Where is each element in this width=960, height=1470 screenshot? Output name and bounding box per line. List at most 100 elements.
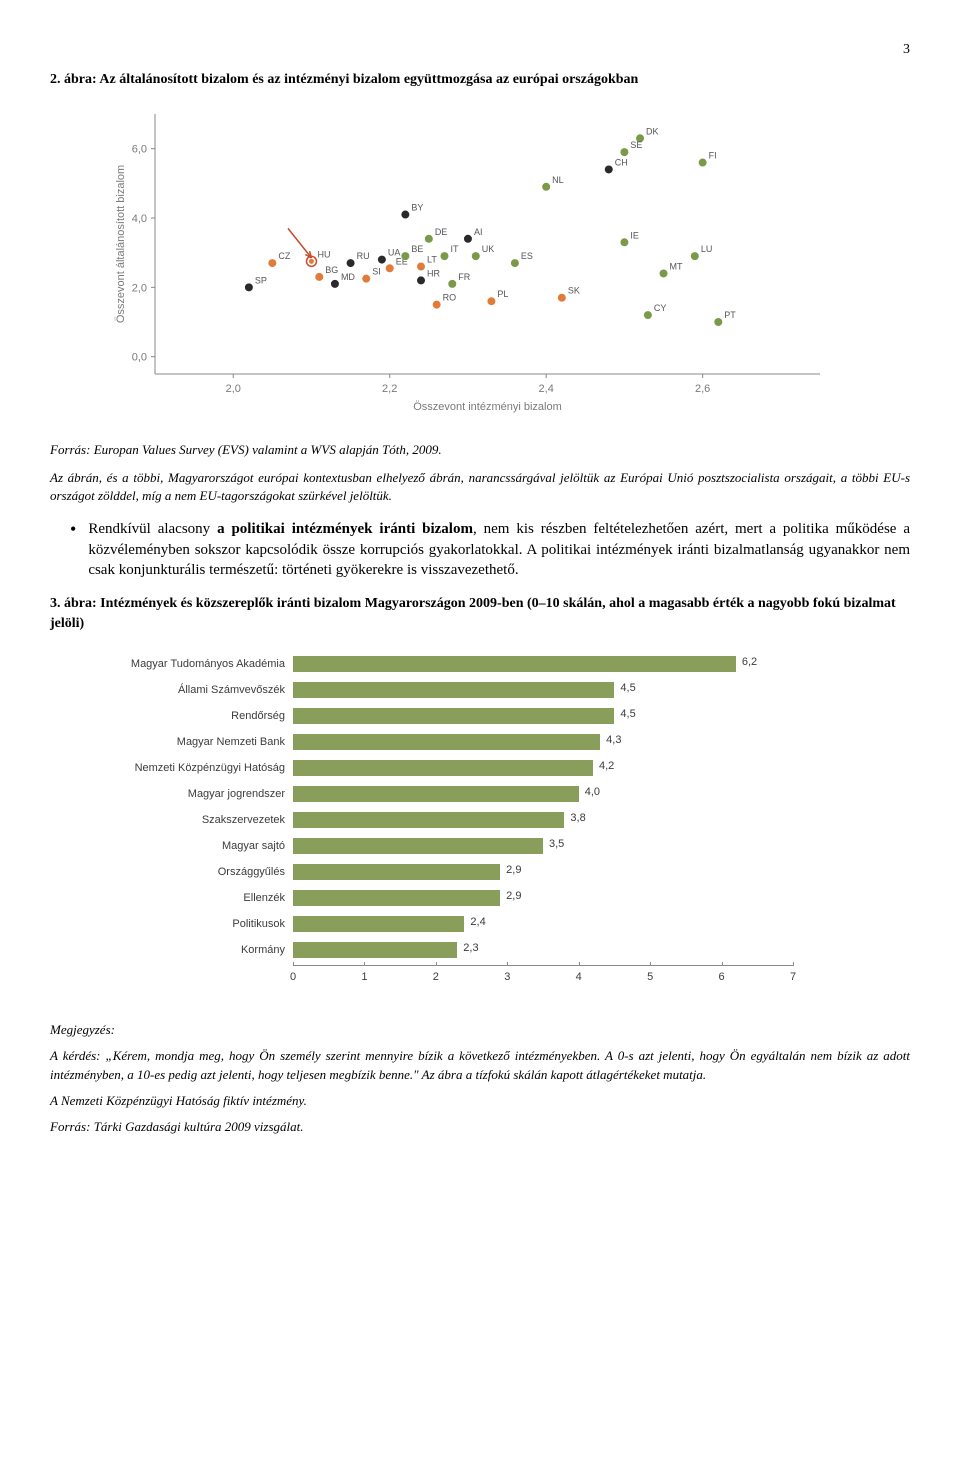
svg-text:IT: IT xyxy=(450,244,459,254)
svg-text:NL: NL xyxy=(552,175,564,185)
svg-text:RU: RU xyxy=(357,251,370,261)
svg-text:ES: ES xyxy=(521,251,533,261)
fig2-source: Forrás: Europan Values Survey (EVS) vala… xyxy=(50,441,910,459)
svg-text:CH: CH xyxy=(615,158,628,168)
svg-text:6,0: 6,0 xyxy=(132,144,147,156)
svg-text:SK: SK xyxy=(568,286,580,296)
bar-value: 6,2 xyxy=(742,655,757,670)
svg-text:LT: LT xyxy=(427,255,437,265)
bar-label: Magyar Nemzeti Bank xyxy=(90,735,293,750)
bar-row: Állami Számvevőszék4,5 xyxy=(90,679,810,701)
bar-label: Ellenzék xyxy=(90,891,293,906)
svg-text:BE: BE xyxy=(411,244,423,254)
bar-fill: 2,4 xyxy=(293,916,464,932)
svg-text:AI: AI xyxy=(474,227,483,237)
bullet-prefix: Rendkívül alacsony xyxy=(88,521,210,537)
bar-fill: 6,2 xyxy=(293,656,736,672)
bullet-rest: , nem kis részben feltételezhetően azért… xyxy=(88,521,910,578)
svg-text:MD: MD xyxy=(341,272,355,282)
svg-text:SI: SI xyxy=(372,267,381,277)
svg-text:2,0: 2,0 xyxy=(132,283,147,295)
svg-text:2,6: 2,6 xyxy=(695,383,710,395)
bar-value: 2,9 xyxy=(506,863,521,878)
bar-label: Országgyűlés xyxy=(90,865,293,880)
bar-value: 4,2 xyxy=(599,759,614,774)
svg-text:2,2: 2,2 xyxy=(382,383,397,395)
bar-row: Kormány2,3 xyxy=(90,939,810,961)
bar-label: Politikusok xyxy=(90,917,293,932)
bar-row: Politikusok2,4 xyxy=(90,913,810,935)
footnote-question: A kérdés: „Kérem, mondja meg, hogy Ön sz… xyxy=(50,1047,910,1083)
footnote-source: Forrás: Tárki Gazdasági kultúra 2009 viz… xyxy=(50,1118,910,1136)
svg-text:SE: SE xyxy=(630,140,642,150)
svg-text:IE: IE xyxy=(630,230,639,240)
bar-value: 4,5 xyxy=(620,681,635,696)
svg-text:0,0: 0,0 xyxy=(132,352,147,364)
fig3-caption: 3. ábra: Intézmények és közszereplők irá… xyxy=(50,594,910,633)
bar-row: Rendőrség4,5 xyxy=(90,705,810,727)
svg-text:DK: DK xyxy=(646,126,659,136)
bar-fill: 4,3 xyxy=(293,734,600,750)
bar-row: Magyar Tudományos Akadémia6,2 xyxy=(90,653,810,675)
bullet-paragraph: • Rendkívül alacsony a politikai intézmé… xyxy=(50,519,910,580)
svg-text:BG: BG xyxy=(325,265,338,275)
bar-row: Nemzeti Közpénzügyi Hatóság4,2 xyxy=(90,757,810,779)
bar-value: 4,3 xyxy=(606,733,621,748)
bar-row: Magyar jogrendszer4,0 xyxy=(90,783,810,805)
fig2-note: Az ábrán, és a többi, Magyarországot eur… xyxy=(50,469,910,505)
bar-label: Magyar Tudományos Akadémia xyxy=(90,657,293,672)
bar-label: Rendőrség xyxy=(90,709,293,724)
footnote-heading: Megjegyzés: xyxy=(50,1021,910,1039)
bar-row: Magyar Nemzeti Bank4,3 xyxy=(90,731,810,753)
bar-fill: 4,5 xyxy=(293,708,614,724)
bar-fill: 4,2 xyxy=(293,760,593,776)
svg-text:HU: HU xyxy=(317,250,330,260)
svg-text:UK: UK xyxy=(482,244,495,254)
bullet-marker: • xyxy=(70,519,76,541)
bar-label: Magyar sajtó xyxy=(90,839,293,854)
fig2-scatter-chart: 0,0 2,0 4,0 6,0 2,0 2,2 2,4 2,6 Összevont intézm… xyxy=(110,104,830,414)
svg-text:SP: SP xyxy=(255,276,267,286)
bar-value: 4,0 xyxy=(585,785,600,800)
svg-text:FR: FR xyxy=(458,272,470,282)
bar-value: 2,4 xyxy=(470,915,485,930)
bar-value: 3,8 xyxy=(570,811,585,826)
bar-label: Kormány xyxy=(90,943,293,958)
bar-fill: 4,0 xyxy=(293,786,579,802)
footnote-fictive: A Nemzeti Közpénzügyi Hatóság fiktív int… xyxy=(50,1092,910,1110)
svg-text:MT: MT xyxy=(670,262,683,272)
bar-fill: 2,9 xyxy=(293,864,500,880)
bar-fill: 3,8 xyxy=(293,812,564,828)
bar-row: Ellenzék2,9 xyxy=(90,887,810,909)
svg-text:2,0: 2,0 xyxy=(226,383,241,395)
svg-text:CZ: CZ xyxy=(278,251,290,261)
bar-label: Szakszervezetek xyxy=(90,813,293,828)
svg-text:FI: FI xyxy=(709,151,717,161)
bar-label: Állami Számvevőszék xyxy=(90,683,293,698)
bar-label: Nemzeti Közpénzügyi Hatóság xyxy=(90,761,293,776)
svg-text:4,0: 4,0 xyxy=(132,213,147,225)
bar-value: 2,9 xyxy=(506,889,521,904)
svg-text:BY: BY xyxy=(411,203,423,213)
svg-text:Összevont intézményi bizalom: Összevont intézményi bizalom xyxy=(413,401,562,413)
page-number: 3 xyxy=(50,40,910,60)
svg-text:HR: HR xyxy=(427,269,440,279)
bar-fill: 2,9 xyxy=(293,890,500,906)
bar-value: 4,5 xyxy=(620,707,635,722)
bar-fill: 4,5 xyxy=(293,682,614,698)
svg-text:DE: DE xyxy=(435,227,448,237)
bar-fill: 2,3 xyxy=(293,942,457,958)
bar-value: 2,3 xyxy=(463,941,478,956)
fig2-scatter-container: 0,0 2,0 4,0 6,0 2,0 2,2 2,4 2,6 Összevont intézm… xyxy=(50,104,910,421)
svg-text:PT: PT xyxy=(724,310,736,320)
bar-row: Országgyűlés2,9 xyxy=(90,861,810,883)
svg-text:RO: RO xyxy=(443,293,457,303)
svg-text:CY: CY xyxy=(654,303,667,313)
fig3-bar-chart: Magyar Tudományos Akadémia6,2Állami Szám… xyxy=(90,653,810,991)
svg-text:2,4: 2,4 xyxy=(539,383,554,395)
bar-row: Magyar sajtó 3,5 xyxy=(90,835,810,857)
bar-value: 3,5 xyxy=(549,837,564,852)
svg-text:PL: PL xyxy=(497,289,508,299)
fig2-caption: 2. ábra: Az általánosított bizalom és az… xyxy=(50,70,910,90)
bar-label: Magyar jogrendszer xyxy=(90,787,293,802)
